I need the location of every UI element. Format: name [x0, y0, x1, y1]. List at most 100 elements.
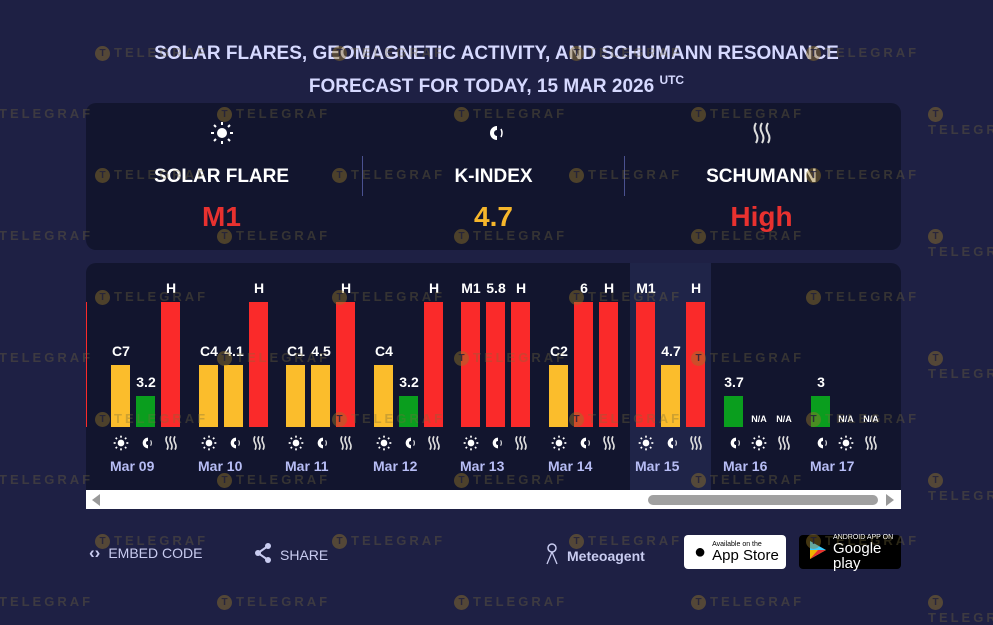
date-label: Mar 09	[110, 458, 155, 474]
bar-label: C2	[550, 343, 568, 359]
sun-icon	[286, 435, 305, 451]
bar-label: N/A	[863, 414, 879, 424]
bar-label: 4.1	[224, 343, 244, 359]
waves-icon	[626, 121, 897, 145]
sun-icon	[111, 435, 130, 451]
waves-icon	[861, 435, 880, 451]
magnet-icon	[311, 435, 330, 451]
bar-kindex[interactable]	[224, 365, 243, 427]
bar-label: 4.5	[311, 343, 331, 359]
bar-schumann[interactable]	[336, 302, 355, 427]
bar-label: 3.2	[399, 374, 419, 390]
waves-icon	[511, 435, 530, 451]
bar-label: N/A	[838, 414, 854, 424]
bar-label: 5.8	[486, 280, 506, 296]
bar-label: N/A	[776, 414, 792, 424]
horizontal-scrollbar[interactable]	[86, 490, 901, 509]
bar-kindex[interactable]	[136, 396, 155, 427]
date-label: Mar 13	[460, 458, 505, 474]
watermark: TELEGRAF	[928, 350, 993, 381]
embed-code-button[interactable]: ‹› EMBED CODE	[89, 543, 203, 562]
waves-icon	[336, 435, 355, 451]
play-icon	[809, 540, 827, 565]
bar-solar[interactable]	[286, 365, 305, 427]
watermark: TELEGRAF	[0, 106, 93, 122]
magnet-icon	[224, 435, 243, 451]
apple-icon: ●	[694, 540, 707, 563]
scroll-left-arrow[interactable]	[92, 494, 100, 506]
bar-kindex[interactable]	[311, 365, 330, 427]
bar-solar[interactable]	[549, 365, 568, 427]
waves-icon	[774, 435, 793, 451]
magnet-icon	[724, 435, 743, 451]
bar-label: H	[428, 280, 440, 296]
sun-icon	[199, 435, 218, 451]
bar-label: 3	[817, 374, 825, 390]
magnet-icon	[574, 435, 593, 451]
waves-icon	[161, 435, 180, 451]
sun-icon	[636, 435, 655, 451]
share-icon	[254, 543, 272, 566]
watermark: TELEGRAF	[332, 533, 445, 549]
divider	[362, 156, 363, 196]
bar-schumann[interactable]	[249, 302, 268, 427]
bar-solar[interactable]	[374, 365, 393, 427]
bar-solar[interactable]	[461, 302, 480, 427]
share-button[interactable]: SHARE	[254, 543, 328, 566]
bar-label: H	[165, 280, 177, 296]
bar-label: C1	[287, 343, 305, 359]
watermark: TELEGRAF	[0, 594, 93, 610]
waves-icon	[686, 435, 705, 451]
bar-schumann[interactable]	[511, 302, 530, 427]
bar-solar[interactable]	[111, 365, 130, 427]
app-store-badge[interactable]: ● Available on the App Store	[684, 535, 786, 569]
bar-solar[interactable]	[636, 302, 655, 427]
bar-label: M1	[636, 280, 656, 296]
bar-kindex[interactable]	[399, 396, 418, 427]
scroll-thumb[interactable]	[648, 495, 878, 505]
bar-kindex[interactable]	[574, 302, 593, 427]
watermark: TELEGRAF	[454, 594, 567, 610]
watermark: TELEGRAF	[928, 472, 993, 503]
waves-icon	[424, 435, 443, 451]
bar-kindex[interactable]	[661, 365, 680, 427]
bar-solar[interactable]	[199, 365, 218, 427]
bar-schumann[interactable]	[686, 302, 705, 427]
magnet-icon	[486, 435, 505, 451]
summary-schumann: SCHUMANN High	[626, 103, 897, 250]
bar-label: C7	[112, 343, 130, 359]
divider	[624, 156, 625, 196]
google-play-badge[interactable]: ANDROID APP ON Google play	[799, 534, 901, 571]
magnet-icon	[811, 435, 830, 451]
watermark: TELEGRAF	[0, 350, 93, 366]
watermark: TELEGRAF	[928, 228, 993, 259]
bar-kindex[interactable]	[724, 396, 743, 427]
sun-icon	[836, 435, 855, 451]
bar-kindex[interactable]	[811, 396, 830, 427]
code-icon: ‹›	[89, 543, 101, 562]
bar-label: H	[690, 280, 702, 296]
magnet-icon	[399, 435, 418, 451]
bar-schumann[interactable]	[599, 302, 618, 427]
meteoagent-link[interactable]: Meteoagent	[545, 543, 645, 568]
bar-label: 4.7	[661, 343, 681, 359]
bar-label: H	[253, 280, 265, 296]
bar-schumann[interactable]	[86, 302, 87, 427]
date-label: Mar 16	[723, 458, 768, 474]
magnet-icon	[661, 435, 680, 451]
date-label: Mar 11	[285, 458, 329, 474]
bar-label: C4	[375, 343, 393, 359]
bar-label: 6	[580, 280, 588, 296]
bar-kindex[interactable]	[486, 302, 505, 427]
bar-schumann[interactable]	[424, 302, 443, 427]
bar-schumann[interactable]	[161, 302, 180, 427]
bar-label: H	[340, 280, 352, 296]
forecast-chart[interactable]: H C7 3.2 H Mar 09 C4 4.1 H Mar 10 C1 4.5 H Mar 11 C4 3…	[86, 263, 901, 509]
bar-label: H	[603, 280, 615, 296]
scroll-right-arrow[interactable]	[886, 494, 894, 506]
sun-icon	[461, 435, 480, 451]
watermark: TELEGRAF	[691, 594, 804, 610]
sun-icon	[374, 435, 393, 451]
bar-label: N/A	[751, 414, 767, 424]
waves-icon	[599, 435, 618, 451]
